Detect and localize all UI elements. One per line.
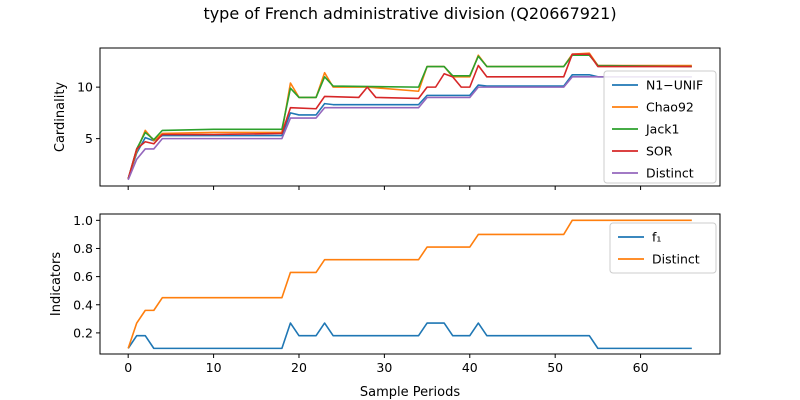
cardinality-panel: 5 10 Cardinality N1−UNIF Chao92 Jack1 SOR Disti… [53, 47, 721, 190]
y-tick-label-1-3: 0.8 [73, 241, 93, 256]
legend-label-0-1: Chao92 [646, 100, 694, 115]
y-tick-label-0-0: 5 [85, 131, 93, 146]
legend-label-0-3: SOR [646, 144, 673, 159]
x-tick-label-1-0: 0 [124, 360, 132, 375]
y-tick-label-1-2: 0.6 [73, 269, 93, 284]
x-tick-label-1-5: 50 [547, 360, 563, 375]
legend-1: f₁ Distinct [609, 222, 717, 274]
series-line-1-1 [127, 219, 692, 349]
series-line-1-0 [127, 322, 692, 350]
series-line-0-4 [127, 76, 692, 181]
x-tick-label-1-3: 30 [376, 360, 392, 375]
y-tick-label-1-4: 1.0 [73, 213, 93, 228]
legend-label-0-0: N1−UNIF [646, 78, 703, 93]
y-axis-label-0: Cardinality [53, 82, 68, 153]
legend-frame-0 [603, 70, 717, 184]
y-axis-label-1: Indicators [49, 252, 64, 316]
plot-frame-1 [99, 213, 721, 355]
x-tick-label-1-6: 60 [633, 360, 649, 375]
legend-0: N1−UNIF Chao92 Jack1 SOR Distinct [603, 70, 717, 184]
series-line-0-3 [127, 53, 692, 180]
legend-label-1-1: Distinct [652, 252, 700, 267]
figure-xlabel: Sample Periods [360, 385, 460, 400]
y-tick-label-0-1: 10 [77, 80, 93, 95]
x-tick-label-1-1: 10 [206, 360, 222, 375]
x-tick-label-1-4: 40 [462, 360, 478, 375]
legend-frame-1 [609, 222, 717, 274]
y-tick-label-1-1: 0.4 [73, 297, 93, 312]
x-tick-label-1-2: 20 [291, 360, 307, 375]
figure-title: type of French administrative division (… [203, 4, 616, 23]
indicators-panel: 0 10 20 30 40 50 60 0.2 0.4 0.6 0.8 1.0 Indicators f₁… [49, 213, 721, 375]
legend-label-1-0: f₁ [652, 230, 661, 245]
series-line-0-2 [127, 54, 692, 180]
legend-label-0-4: Distinct [646, 166, 694, 181]
y-tick-label-1-0: 0.2 [73, 325, 93, 340]
legend-label-0-2: Jack1 [645, 122, 679, 137]
plot-frame-0 [99, 47, 721, 187]
